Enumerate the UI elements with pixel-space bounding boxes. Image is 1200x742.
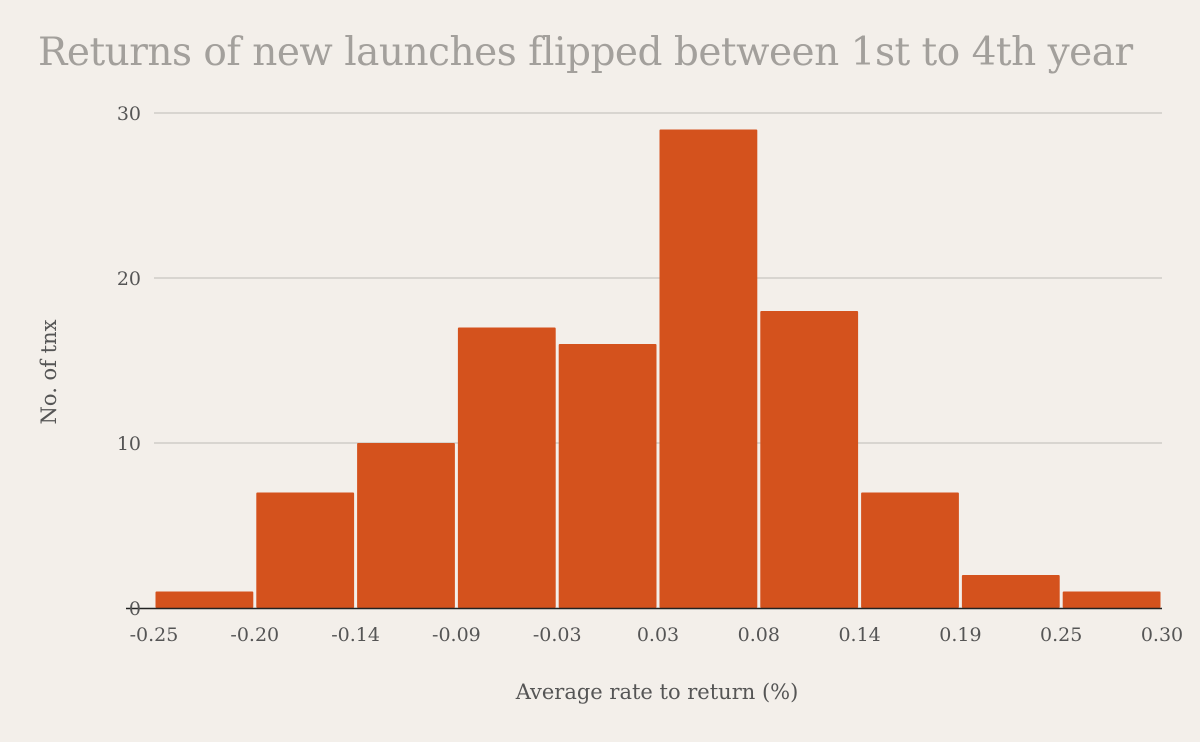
- x-tick-label: 0.03: [637, 624, 679, 646]
- y-axis-label: No. of tnx: [37, 319, 61, 424]
- x-tick-label: -0.20: [230, 624, 279, 646]
- x-tick-label: 0.08: [738, 624, 780, 646]
- x-tick-label: 0.19: [939, 624, 981, 646]
- y-tick-label: 20: [117, 268, 141, 290]
- y-tick-label: 10: [117, 433, 141, 455]
- gridlines: [154, 112, 1162, 444]
- bar: [155, 591, 254, 608]
- bar: [760, 311, 859, 608]
- x-tick-label: -0.25: [130, 624, 179, 646]
- bar: [357, 443, 455, 608]
- y-tick-label: 0: [129, 598, 141, 620]
- bar: [1062, 591, 1161, 608]
- bars: [155, 129, 1161, 608]
- bar: [659, 129, 758, 608]
- bar: [861, 492, 959, 608]
- bar: [457, 327, 556, 608]
- chart-title: Returns of new launches flipped between …: [38, 30, 1133, 75]
- x-tick-labels: -0.25 -0.20 -0.14 -0.09 -0.03 0.03 0.08 0.14 0.1…: [130, 624, 1184, 646]
- x-tick-label: 0.30: [1141, 624, 1183, 646]
- x-tick-label: -0.03: [533, 624, 582, 646]
- x-tick-label: -0.14: [331, 624, 380, 646]
- x-tick-label: -0.09: [432, 624, 481, 646]
- y-tick-label: 30: [117, 103, 141, 125]
- bar: [558, 344, 657, 608]
- x-tick-label: 0.14: [838, 624, 880, 646]
- x-tick-label: 0.25: [1040, 624, 1082, 646]
- bar: [256, 492, 355, 608]
- bar: [961, 575, 1060, 608]
- y-tick-labels: 0 10 20 30: [117, 103, 141, 620]
- x-axis-label: Average rate to return (%): [515, 680, 799, 704]
